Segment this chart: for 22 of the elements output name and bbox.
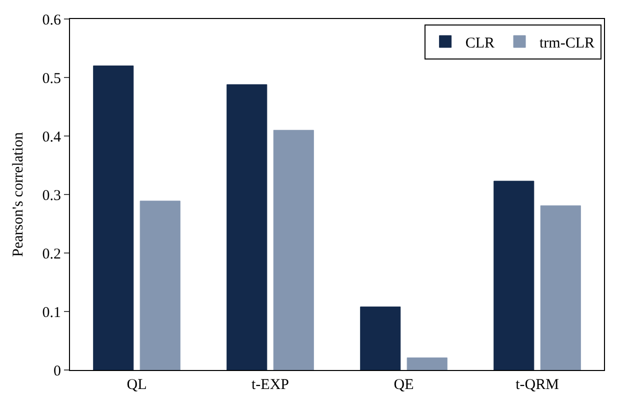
bar (540, 205, 581, 370)
y-tick-label: 0.4 (42, 129, 62, 146)
y-tick-label: 0.6 (42, 12, 62, 28)
y-tick-label: 0.1 (42, 304, 61, 321)
y-tick-label: 0.2 (42, 246, 61, 262)
bar (406, 357, 448, 370)
bar (360, 306, 401, 370)
y-axis-title: Pearson's correlation (10, 132, 26, 257)
x-tick-label: t-EXP (252, 377, 289, 393)
bar (273, 130, 314, 370)
bar (226, 84, 268, 370)
bar (93, 66, 134, 370)
bar (140, 200, 180, 370)
x-tick-label: t-QRM (516, 377, 559, 393)
legend-label: CLR (465, 35, 495, 52)
y-tick-label: 0.5 (42, 70, 61, 87)
y-tick-label: 0 (54, 363, 61, 380)
y-tick-label: 0.3 (42, 188, 61, 204)
bar (494, 180, 534, 370)
legend-label: trm-CLR (540, 35, 595, 52)
x-tick-label: QL (126, 377, 147, 393)
x-tick-label: QE (394, 377, 414, 393)
